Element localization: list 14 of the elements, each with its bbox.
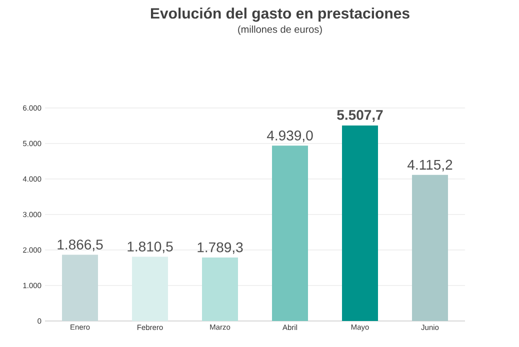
bar [62, 254, 98, 321]
bar [132, 256, 168, 321]
data-label: 5.507,7 [337, 110, 383, 122]
data-label: 4.115,2 [407, 160, 452, 172]
data-label: 1.789,3 [198, 242, 243, 254]
data-label: 1.866,5 [58, 240, 103, 252]
bar [412, 174, 448, 321]
chart-subtitle: (millones de euros) [238, 26, 322, 35]
data-label: 1.810,5 [128, 242, 173, 254]
data-label: 4.939,0 [266, 130, 313, 142]
chart-title: Evolución del gasto en prestaciones [150, 8, 410, 22]
bar [202, 257, 238, 321]
bar [272, 146, 308, 321]
bar [342, 125, 378, 321]
